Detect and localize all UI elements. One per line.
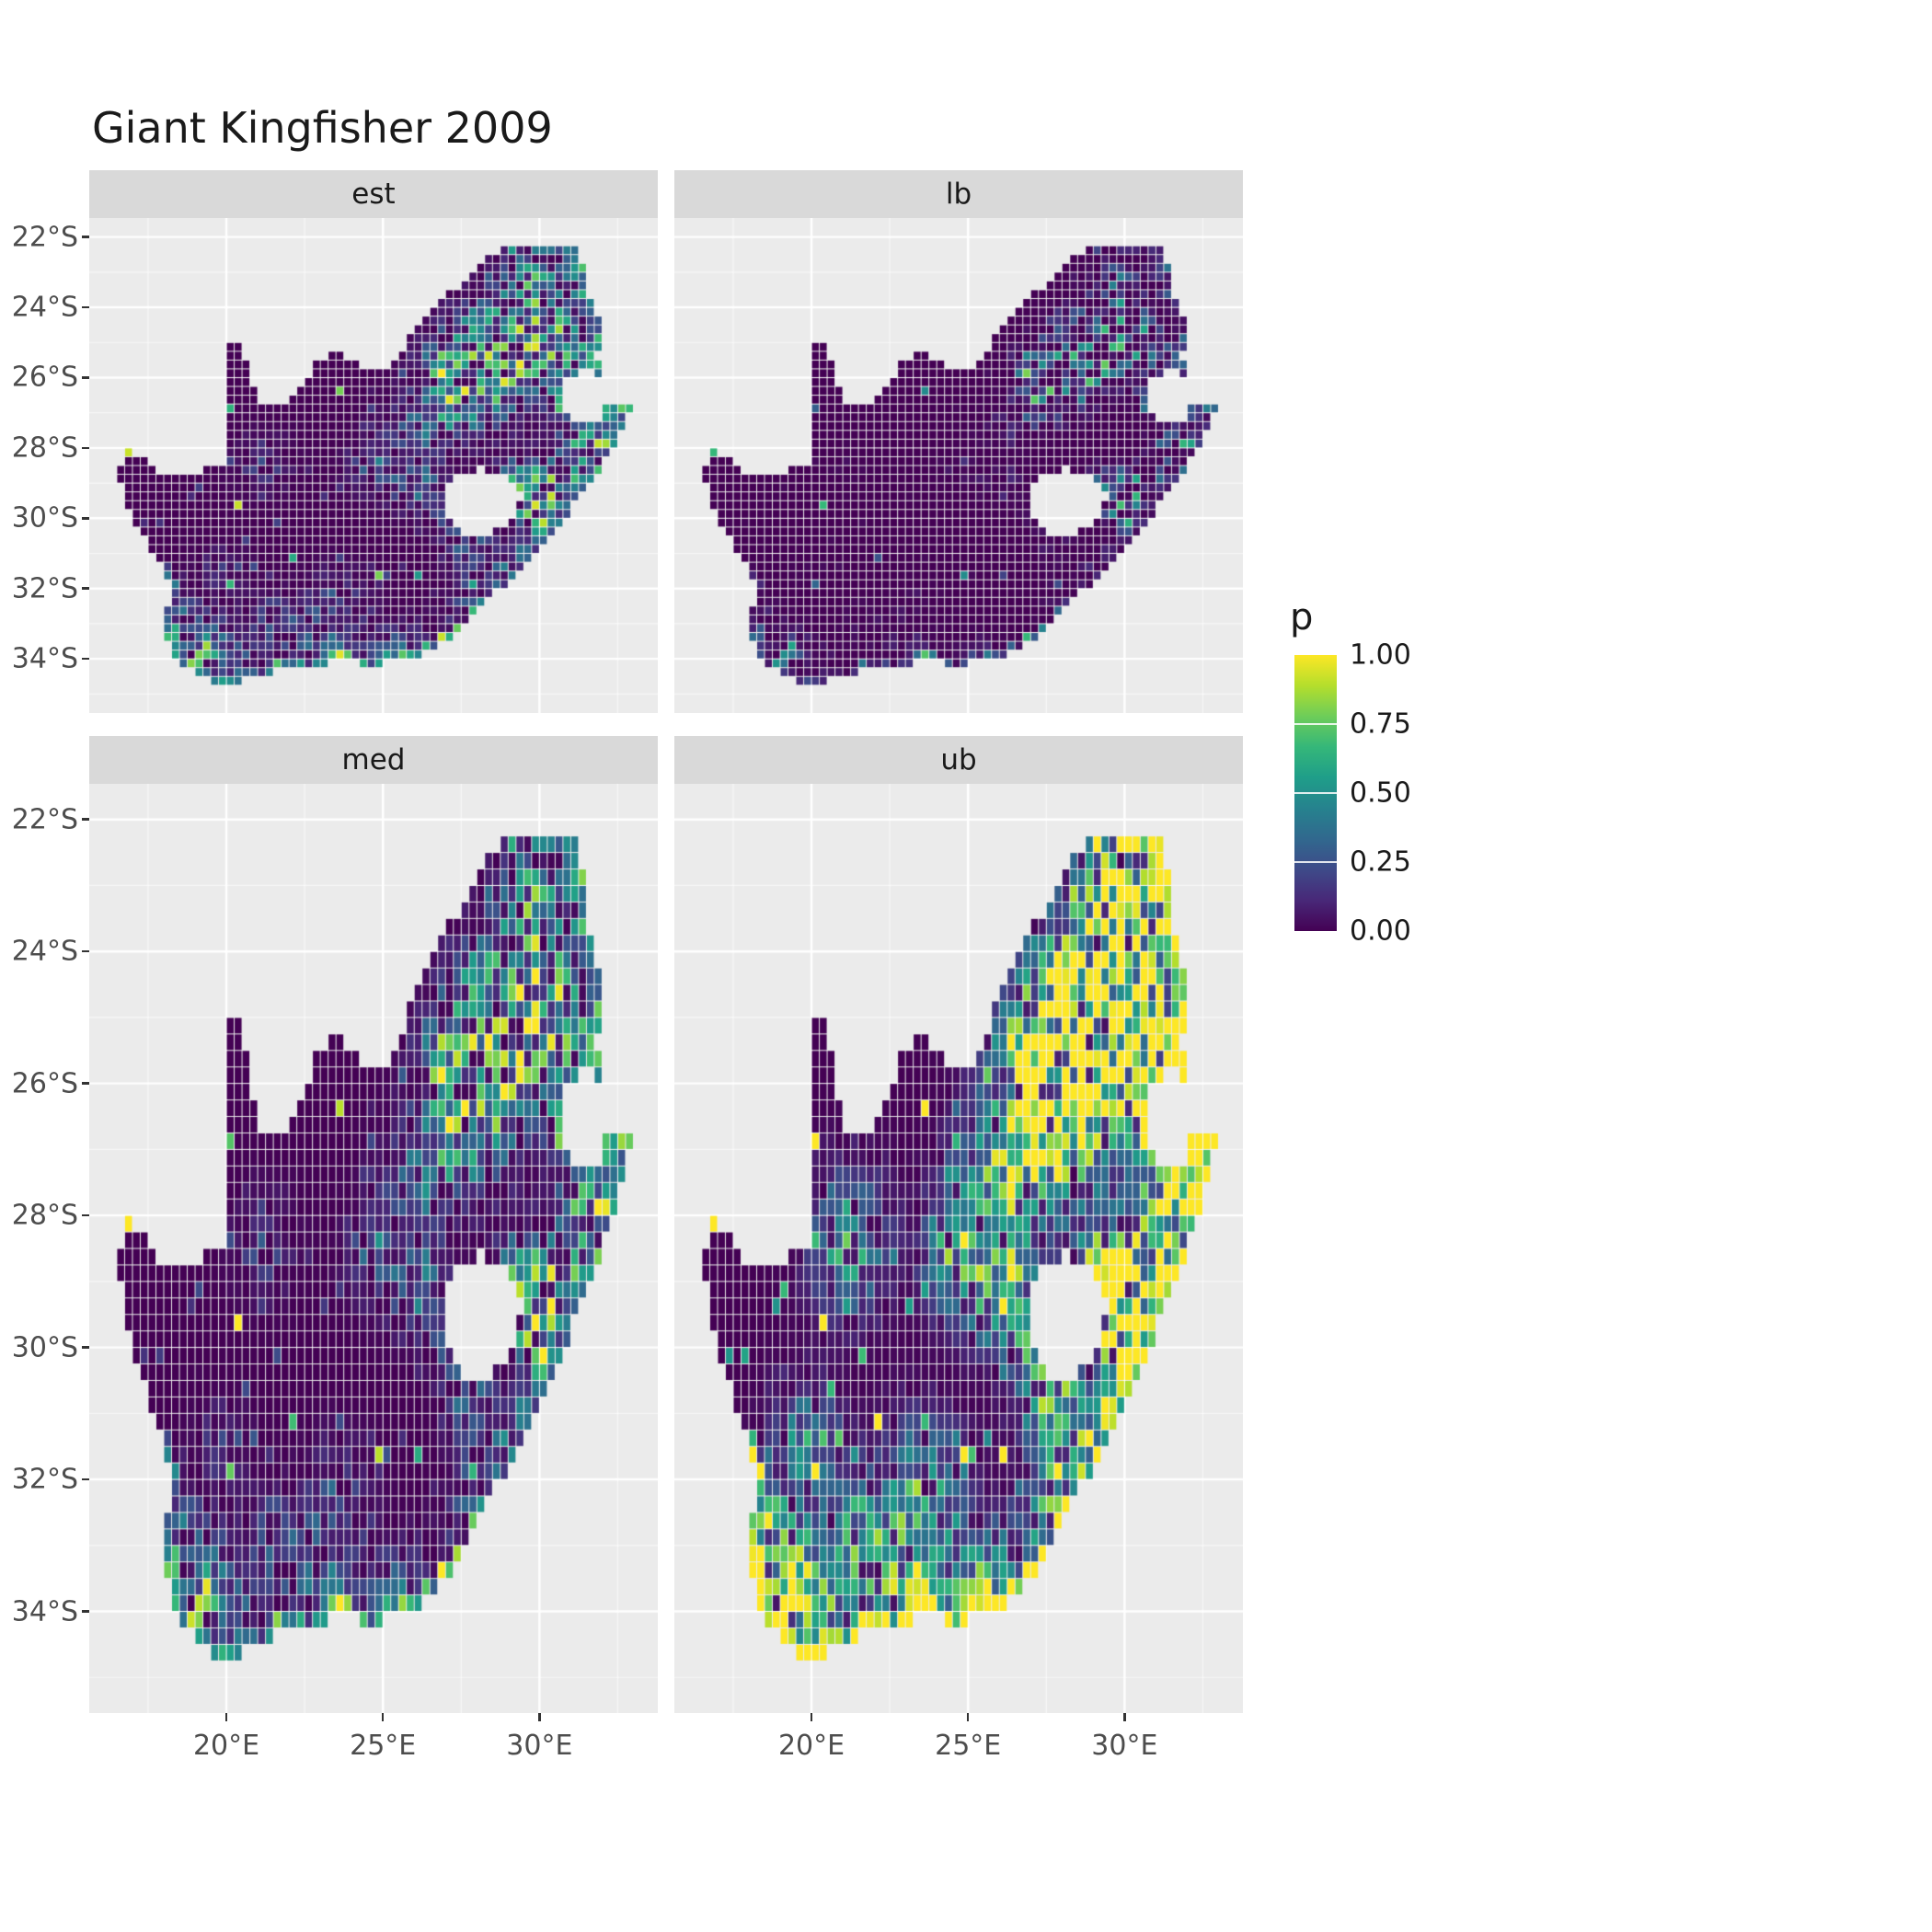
x-axis-tick-label: 25°E xyxy=(350,1730,417,1762)
x-axis-tick-mark xyxy=(1123,1713,1126,1721)
facet-strip-label-lb: lb xyxy=(945,178,972,211)
x-axis-tick-mark xyxy=(224,1713,228,1721)
y-axis-tick-label: 30°S xyxy=(11,501,78,535)
facet-strip-label-ub: ub xyxy=(940,743,977,776)
map-panel-ub xyxy=(674,784,1243,1713)
x-axis-tick-label: 30°E xyxy=(506,1730,573,1762)
y-axis-tick-mark xyxy=(82,305,89,309)
y-axis-tick-mark xyxy=(82,446,89,450)
facet-strip-med: med xyxy=(89,736,658,784)
map-panel-lb xyxy=(674,218,1243,713)
y-axis-tick-mark xyxy=(82,376,89,379)
map-panel-est xyxy=(89,218,658,713)
y-axis-tick-label: 24°S xyxy=(11,935,78,968)
y-axis-tick-mark xyxy=(82,517,89,520)
legend-tick-mark xyxy=(1294,723,1337,725)
y-axis-tick-mark xyxy=(82,1478,89,1481)
map-canvas-est xyxy=(89,218,658,713)
legend-tick-mark xyxy=(1294,792,1337,794)
y-axis-tick-mark xyxy=(82,1610,89,1613)
x-axis-tick-label: 20°E xyxy=(777,1730,845,1762)
legend-tick-label: 0.50 xyxy=(1350,776,1411,810)
y-axis-tick-label: 24°S xyxy=(11,291,78,324)
plot-title: Giant Kingfisher 2009 xyxy=(92,103,553,153)
x-axis-tick-label: 30°E xyxy=(1091,1730,1158,1762)
y-axis-tick-label: 34°S xyxy=(11,1595,78,1628)
legend-tick-label: 0.75 xyxy=(1350,707,1411,741)
map-canvas-med xyxy=(89,784,658,1713)
facet-strip-label-med: med xyxy=(341,743,406,776)
x-axis-tick-label: 25°E xyxy=(935,1730,1002,1762)
y-axis-tick-label: 32°S xyxy=(11,1463,78,1496)
y-axis-tick-label: 34°S xyxy=(11,642,78,675)
y-axis-tick-mark xyxy=(82,818,89,821)
map-canvas-lb xyxy=(674,218,1243,713)
legend-tick-label: 0.00 xyxy=(1350,914,1411,948)
y-axis-tick-label: 28°S xyxy=(11,431,78,465)
y-axis-tick-mark xyxy=(82,1082,89,1085)
y-axis-tick-mark xyxy=(82,949,89,953)
facet-strip-est: est xyxy=(89,170,658,218)
y-axis-tick-label: 26°S xyxy=(11,361,78,394)
map-panel-med xyxy=(89,784,658,1713)
legend-tick-label: 0.25 xyxy=(1350,845,1411,879)
y-axis-tick-mark xyxy=(82,587,89,590)
y-axis-tick-label: 26°S xyxy=(11,1067,78,1100)
y-axis-tick-label: 32°S xyxy=(11,572,78,605)
y-axis-tick-mark xyxy=(82,657,89,661)
y-axis-tick-label: 22°S xyxy=(11,221,78,254)
facet-strip-ub: ub xyxy=(674,736,1243,784)
y-axis-tick-mark xyxy=(82,1346,89,1349)
x-axis-tick-mark xyxy=(381,1713,385,1721)
y-axis-tick-label: 28°S xyxy=(11,1199,78,1232)
map-canvas-ub xyxy=(674,784,1243,1713)
y-axis-tick-mark xyxy=(82,236,89,238)
x-axis-tick-mark xyxy=(810,1713,813,1721)
facet-strip-lb: lb xyxy=(674,170,1243,218)
facet-strip-label-est: est xyxy=(351,178,396,211)
y-axis-tick-mark xyxy=(82,1213,89,1217)
x-axis-tick-mark xyxy=(966,1713,970,1721)
y-axis-tick-label: 30°S xyxy=(11,1331,78,1364)
legend-tick-label: 1.00 xyxy=(1350,638,1411,672)
x-axis-tick-label: 20°E xyxy=(192,1730,260,1762)
legend-title: p xyxy=(1290,596,1314,638)
x-axis-tick-mark xyxy=(538,1713,541,1721)
y-axis-tick-label: 22°S xyxy=(11,803,78,836)
legend-tick-mark xyxy=(1294,861,1337,863)
